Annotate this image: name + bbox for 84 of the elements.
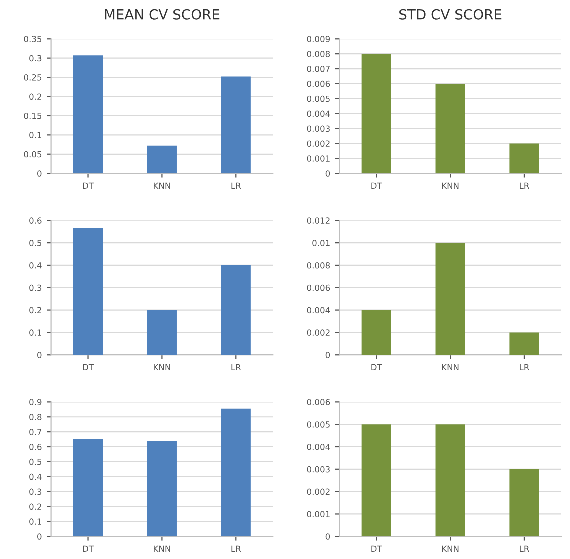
y-tick-label: 0.007 — [307, 66, 330, 72]
y-tick-label: 0.2 — [30, 94, 42, 100]
bar — [73, 56, 104, 174]
bar — [221, 76, 251, 174]
y-tick-label: 0.009 — [307, 36, 330, 42]
y-tick-label: 0.25 — [24, 74, 42, 81]
bar — [147, 146, 177, 174]
x-tick-label: KNN — [442, 364, 459, 370]
y-tick-label: 0.005 — [307, 96, 330, 102]
x-tick-label: DT — [83, 182, 94, 189]
y-tick-label: 0.5 — [30, 458, 42, 466]
y-tick-label: 0.005 — [307, 422, 330, 428]
x-tick-label: KNN — [442, 546, 459, 552]
y-tick-label: 0.01 — [312, 240, 330, 246]
x-tick-label: DT — [83, 546, 94, 552]
y-tick-label: 0.1 — [30, 330, 42, 336]
y-tick-label: 0.008 — [307, 51, 330, 58]
bar — [436, 243, 466, 356]
x-tick-label: DT — [83, 364, 94, 370]
y-tick-label: 0 — [38, 352, 42, 358]
y-tick-label: 0 — [326, 534, 330, 540]
y-tick-label: 0.002 — [307, 330, 330, 336]
y-tick-label: 0 — [326, 170, 330, 177]
bar — [510, 144, 540, 174]
y-tick-label: 0.8 — [30, 414, 42, 420]
x-tick-label: LR — [232, 182, 242, 189]
y-tick-label: 0.004 — [307, 110, 330, 118]
bar — [147, 310, 177, 356]
bar — [362, 310, 392, 356]
y-tick-label: 0.004 — [307, 444, 330, 450]
bar — [73, 228, 104, 356]
y-tick-label: 0.9 — [30, 399, 42, 406]
y-tick-label: 0 — [38, 534, 42, 540]
y-tick-label: 0.006 — [307, 284, 330, 292]
x-tick-label: DT — [372, 364, 382, 370]
y-tick-label: 0.002 — [307, 488, 330, 496]
x-tick-label: DT — [372, 546, 382, 552]
y-tick-label: 0.35 — [24, 36, 42, 42]
x-tick-label: KNN — [154, 364, 170, 370]
chart-title: MEAN CV SCORE — [105, 9, 220, 20]
x-tick-label: LR — [520, 182, 530, 189]
bar — [147, 441, 177, 537]
chart-title: STD CV SCORE — [400, 9, 502, 20]
y-tick-label: 0.1 — [30, 132, 42, 138]
y-tick-label: 0.2 — [30, 504, 42, 510]
y-tick-label: 0.3 — [30, 284, 42, 292]
y-tick-label: 0.002 — [307, 140, 330, 147]
bar — [221, 265, 251, 356]
x-tick-label: LR — [232, 546, 242, 552]
y-tick-label: 0 — [38, 170, 42, 177]
y-tick-label: 0 — [326, 352, 330, 358]
y-tick-label: 0.2 — [30, 307, 42, 314]
x-tick-label: DT — [372, 182, 382, 189]
y-tick-label: 0.05 — [24, 151, 42, 158]
y-tick-label: 0.003 — [307, 466, 330, 473]
y-tick-label: 0.001 — [307, 156, 330, 162]
bar — [510, 332, 540, 356]
x-tick-label: KNN — [442, 182, 459, 189]
bar — [362, 54, 392, 174]
x-tick-label: KNN — [154, 546, 170, 552]
y-tick-label: 0.006 — [307, 80, 330, 88]
y-tick-label: 0.012 — [307, 218, 330, 224]
bar — [221, 408, 251, 537]
x-tick-label: LR — [520, 364, 530, 370]
bar — [73, 440, 104, 537]
y-tick-label: 0.008 — [307, 262, 330, 269]
y-tick-label: 0.4 — [30, 262, 42, 269]
bar — [436, 84, 466, 174]
y-tick-label: 0.004 — [307, 307, 330, 314]
y-tick-label: 0.4 — [30, 474, 42, 480]
x-tick-label: LR — [520, 546, 530, 552]
y-tick-label: 0.1 — [30, 518, 42, 525]
y-tick-label: 0.3 — [30, 55, 42, 62]
y-tick-label: 0.5 — [30, 240, 42, 246]
y-tick-label: 0.006 — [307, 399, 330, 406]
y-tick-label: 0.003 — [307, 126, 330, 132]
y-tick-label: 0.001 — [307, 511, 330, 518]
y-tick-label: 0.15 — [24, 112, 42, 120]
y-tick-label: 0.3 — [30, 488, 42, 496]
x-tick-label: KNN — [154, 182, 170, 189]
y-tick-label: 0.6 — [30, 444, 42, 450]
y-tick-label: 0.7 — [30, 429, 42, 436]
y-tick-label: 0.6 — [30, 218, 42, 224]
x-tick-label: LR — [232, 364, 242, 370]
